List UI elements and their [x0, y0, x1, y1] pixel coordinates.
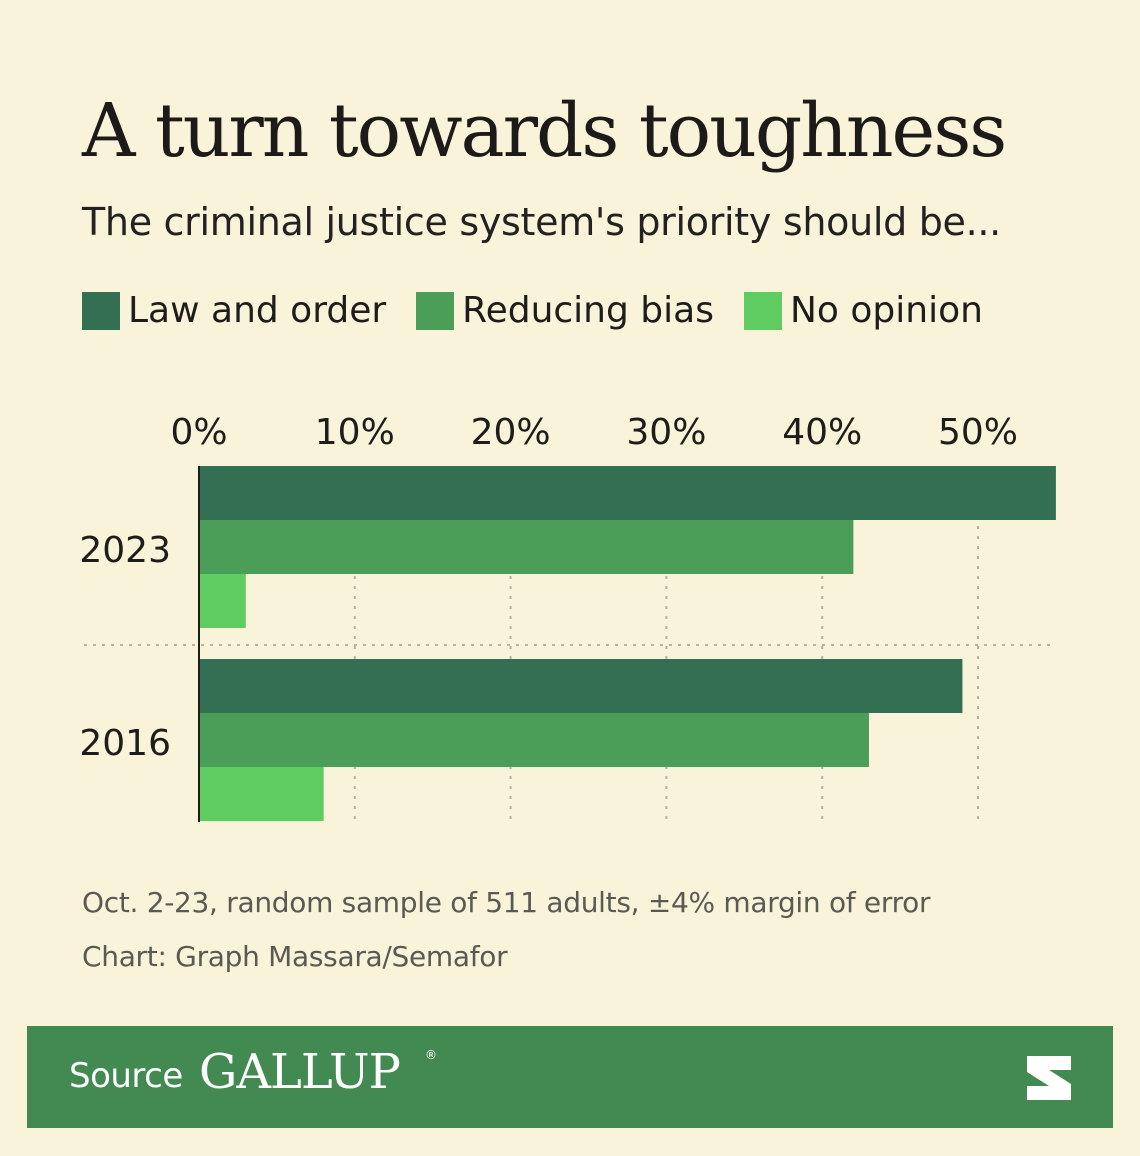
source-footer: Source GALLUP ®	[27, 1026, 1113, 1128]
legend-label-no-opinion: No opinion	[789, 290, 983, 331]
chart-title: A turn towards toughness	[82, 88, 1007, 174]
x-tick-label: 20%	[471, 412, 551, 453]
chart-subtitle: The criminal justice system's priority s…	[82, 200, 1001, 244]
legend-swatch-no-opinion	[743, 291, 782, 330]
x-tick-label: 40%	[782, 412, 862, 453]
x-tick-label: 30%	[626, 412, 706, 453]
legend-item-law-and-order: Law and order	[82, 290, 386, 331]
bar-2023-no-opinion	[199, 574, 246, 628]
bar-2016-no-opinion	[199, 767, 324, 821]
y-category-label: 2016	[79, 723, 171, 764]
legend-swatch-reducing-bias	[416, 291, 455, 330]
legend-item-reducing-bias: Reducing bias	[416, 290, 714, 331]
chart-notes: Oct. 2-23, random sample of 511 adults, …	[82, 876, 931, 984]
legend-swatch-law-and-order	[82, 291, 120, 330]
chart-credit: Chart: Graph Massara/Semafor	[82, 940, 508, 973]
bar-chart: 0% 10% 20% 30% 40% 50% 2023 2016	[79, 412, 1056, 822]
legend: Law and order Reducing bias No opinion	[82, 290, 1013, 331]
x-tick-label: 50%	[938, 412, 1018, 453]
bar-2023-law-and-order	[199, 466, 1056, 520]
source-label: Source	[69, 1056, 183, 1096]
bar-2016-reducing-bias	[199, 713, 869, 767]
registered-mark: ®	[425, 1048, 437, 1062]
legend-label-law-and-order: Law and order	[128, 290, 387, 331]
x-tick-label: 0%	[170, 412, 227, 453]
legend-label-reducing-bias: Reducing bias	[462, 290, 714, 331]
legend-item-no-opinion: No opinion	[743, 290, 983, 331]
bar-2016-law-and-order	[199, 659, 963, 713]
x-tick-label: 10%	[315, 412, 395, 453]
methodology-note: Oct. 2-23, random sample of 511 adults, …	[82, 886, 931, 919]
semafor-s-logo-icon	[1027, 1056, 1071, 1100]
y-category-label: 2023	[79, 530, 171, 571]
bar-2023-reducing-bias	[199, 520, 854, 574]
gallup-logo: GALLUP	[199, 1044, 401, 1100]
